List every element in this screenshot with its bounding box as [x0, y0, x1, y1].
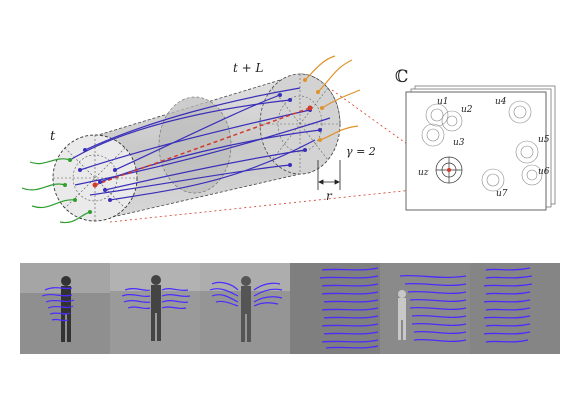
codeword-u2: u2: [461, 105, 473, 115]
codeword-u4: u4: [495, 97, 507, 107]
radius-marker: [317, 160, 341, 190]
label-t: t: [50, 129, 56, 144]
person-figure: [151, 275, 161, 341]
trajectory-points: [63, 78, 324, 214]
frame-6: [470, 263, 560, 354]
trajectories: [21, 55, 361, 224]
codeword-u7: u7: [496, 189, 508, 199]
frame-5: [380, 263, 470, 354]
codeword-u5: u5: [538, 135, 550, 145]
video-frame-strip: [20, 263, 560, 354]
dashed-center-trajectory: [94, 107, 311, 186]
trajectory-overlay: [41, 287, 75, 322]
frame-4: [290, 263, 380, 354]
start-disk: [52, 134, 138, 222]
person-figure: [398, 290, 406, 340]
orange-trajectory-heads: [304, 55, 361, 141]
trajectory-overlay: [121, 287, 191, 310]
label-t-plus-l: t + L: [233, 61, 264, 75]
label-r: r: [326, 189, 333, 203]
person-figure: [241, 276, 251, 342]
trajectory-overlay: [209, 281, 283, 307]
green-trajectory-tails: [21, 158, 91, 224]
codebook-label: ℂ: [395, 67, 409, 87]
label-gamma: γ = 2: [346, 145, 376, 158]
person-figure: [61, 276, 71, 342]
frame-2: [110, 263, 200, 354]
codeword-uz-label: uz: [418, 168, 429, 178]
blue-trajectories: [69, 87, 331, 201]
trajectory-overlay: [319, 267, 379, 349]
codeword-uz: [435, 156, 463, 184]
frame-1: [20, 263, 110, 354]
codeword-u6: u6: [538, 167, 550, 177]
codebook: ℂ u1 u2 u3 u4 u5 u6 u7 uz: [395, 67, 556, 211]
trajectory-overlay: [399, 274, 467, 343]
codeword-u3: u3: [453, 138, 465, 148]
frame-3: [200, 263, 290, 354]
trajectory-overlay: [483, 267, 533, 343]
codeword-u1: u1: [437, 97, 449, 107]
codeword-circles: [421, 100, 543, 192]
